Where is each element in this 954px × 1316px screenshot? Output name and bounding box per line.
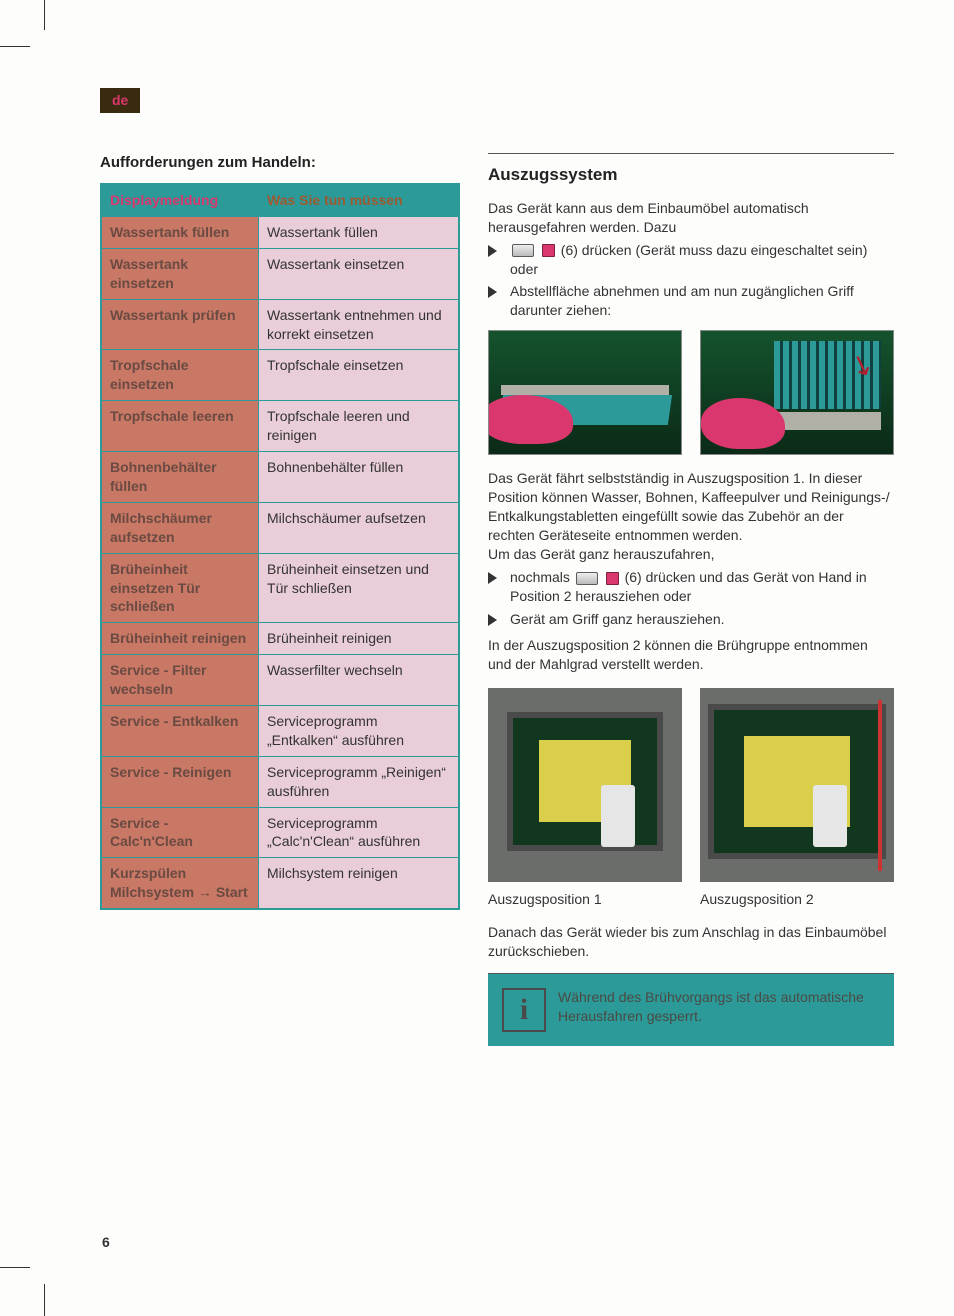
illustration-pull-handle: ↘ <box>700 330 894 455</box>
paragraph: Danach das Gerät wieder bis zum Anschlag… <box>488 923 894 961</box>
paragraph: In der Auszugsposition 2 können die Brüh… <box>488 636 894 674</box>
table-row: Wassertank füllenWassertank füllen <box>101 217 459 249</box>
paragraph: Das Gerät fährt selbstständig in Auszugs… <box>488 469 894 545</box>
table-cell-display: Wassertank einsetzen <box>101 248 259 299</box>
power-dot-icon <box>542 244 555 257</box>
crop-mark <box>0 1267 30 1268</box>
table-cell-action: Wassertank füllen <box>259 217 459 249</box>
crop-mark <box>44 1284 45 1316</box>
crop-mark <box>44 0 45 30</box>
table-cell-action: Wasserfilter wechseln <box>259 655 459 706</box>
table-row: Tropfschale leerenTropfschale leeren und… <box>101 401 459 452</box>
table-row: Brüheinheit reinigenBrüheinheit reinigen <box>101 623 459 655</box>
table-cell-action: Brüheinheit reinigen <box>259 623 459 655</box>
paragraph: Das Gerät kann aus dem Einbaumöbel autom… <box>488 199 894 237</box>
left-heading: Aufforderungen zum Handeln: <box>100 153 460 173</box>
table-cell-action: Tropfschale leeren und reinigen <box>259 401 459 452</box>
paragraph: Um das Gerät ganz herauszufahren, <box>488 545 894 564</box>
table-cell-action: Milchschäumer auf­setzen <box>259 502 459 553</box>
info-text: Während des Brühvorgangs ist das automat… <box>558 988 880 1032</box>
table-header-col1: Displaymeldung <box>101 184 259 216</box>
table-cell-display: Service - Filter wechseln <box>101 655 259 706</box>
table-cell-action: Milchsystem reinigen <box>259 858 459 909</box>
section-title: Auszugssystem <box>488 153 894 187</box>
list-item-text: (6) drücken (Gerät muss dazu eingeschalt… <box>510 242 867 277</box>
table-cell-display: Brüheinheit einsetzen Tür schließen <box>101 553 259 623</box>
table-row: Service - EntkalkenServiceprogramm „Entk… <box>101 705 459 756</box>
table-cell-action: Serviceprogramm „Calc'n'Clean“ aus­führe… <box>259 807 459 858</box>
illustration-pull-tray <box>488 330 682 455</box>
table-cell-display: Tropfschale leeren <box>101 401 259 452</box>
table-row: Service - Filter wechselnWasserfilter we… <box>101 655 459 706</box>
table-cell-display: Service - Reinigen <box>101 756 259 807</box>
illustration-position-1 <box>488 688 682 882</box>
table-cell-action: Serviceprogramm „Entkalken“ ausführen <box>259 705 459 756</box>
info-icon: i <box>502 988 546 1032</box>
table-cell-action: Wassertank entneh­men und korrekt ein­se… <box>259 299 459 350</box>
table-cell-display: Service - Entkalken <box>101 705 259 756</box>
table-row: Wassertank einsetzenWassertank einsetzen <box>101 248 459 299</box>
table-cell-display: Brüheinheit reinigen <box>101 623 259 655</box>
crop-mark <box>0 46 30 47</box>
table-header-col2: Was Sie tun müssen <box>259 184 459 216</box>
list-item: Gerät am Griff ganz herausziehen. <box>488 610 894 629</box>
illustration-caption: Auszugsposition 1 <box>488 890 682 909</box>
table-row: Wassertank prüfenWassertank entneh­men u… <box>101 299 459 350</box>
table-cell-action: Tropfschale einsetzen <box>259 350 459 401</box>
table-row: Brüheinheit einsetzen Tür schließenBrühe… <box>101 553 459 623</box>
power-dot-icon <box>606 572 619 585</box>
table-cell-action: Bohnenbehälter füllen <box>259 452 459 503</box>
table-row: Tropfschale einsetzenTropfschale einsetz… <box>101 350 459 401</box>
table-cell-action: Serviceprogramm „Reinigen“ ausführen <box>259 756 459 807</box>
display-messages-table: Displaymeldung Was Sie tun müssen Wasser… <box>100 183 460 910</box>
table-row: Service - Calc'n'CleanServiceprogramm „C… <box>101 807 459 858</box>
list-item-text-pre: nochmals <box>510 569 570 585</box>
table-cell-display: Milchschäumer aufsetzen <box>101 502 259 553</box>
illustration-position-2 <box>700 688 894 882</box>
table-cell-display: Wassertank prüfen <box>101 299 259 350</box>
list-item: nochmals (6) drücken und das Gerät von H… <box>488 568 894 606</box>
language-tab: de <box>100 88 140 113</box>
table-row: Kurzspülen Milchsystem → StartMilchsyste… <box>101 858 459 909</box>
list-item: (6) drücken (Gerät muss dazu eingeschalt… <box>488 241 894 279</box>
list-item: Abstellfläche abnehmen und am nun zugäng… <box>488 282 894 320</box>
table-cell-action: Wassertank einsetzen <box>259 248 459 299</box>
table-cell-action: Brüheinheit einsetzen und Tür schließen <box>259 553 459 623</box>
button-icon <box>576 572 598 585</box>
table-cell-display: Tropfschale einsetzen <box>101 350 259 401</box>
table-cell-display: Kurzspülen Milchsystem → Start <box>101 858 259 909</box>
page-number: 6 <box>102 1233 110 1252</box>
table-cell-display: Bohnenbehälter füllen <box>101 452 259 503</box>
table-cell-display: Wassertank füllen <box>101 217 259 249</box>
info-box: i Während des Brühvorgangs ist das autom… <box>488 973 894 1046</box>
table-row: Bohnenbehälter füllenBohnenbehälter füll… <box>101 452 459 503</box>
table-row: Service - ReinigenServiceprogramm „Reini… <box>101 756 459 807</box>
illustration-caption: Auszugsposition 2 <box>700 890 894 909</box>
table-cell-display: Service - Calc'n'Clean <box>101 807 259 858</box>
table-row: Milchschäumer aufsetzenMilchschäumer auf… <box>101 502 459 553</box>
button-icon <box>512 244 534 257</box>
